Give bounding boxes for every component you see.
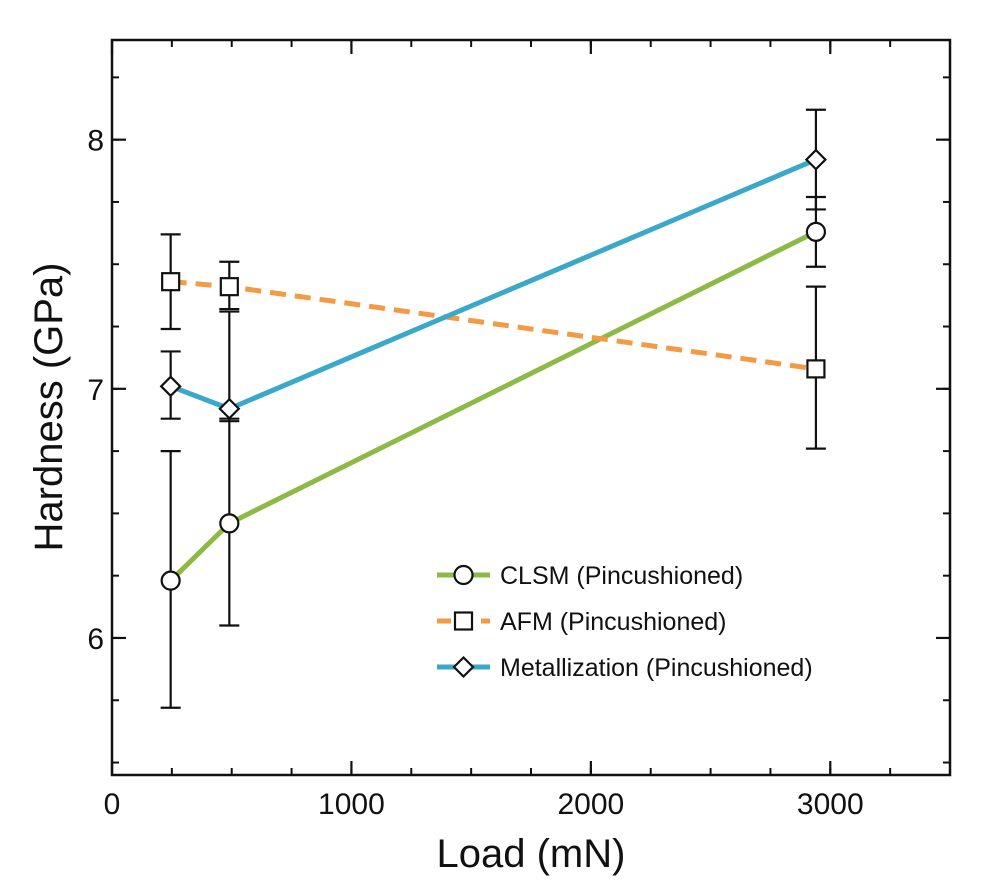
y-tick-label: 8 — [87, 125, 104, 158]
data-point-square — [161, 272, 181, 292]
x-axis-label: Load (mN) — [437, 832, 626, 876]
plot-frame — [110, 38, 952, 777]
legend-marker — [453, 564, 474, 586]
legend-label: AFM (Pincushioned) — [500, 608, 726, 636]
data-point-diamond — [804, 148, 827, 171]
data-point-circle — [219, 513, 240, 534]
x-tick-label: 2000 — [557, 788, 624, 821]
legend-item: AFM (Pincushioned) — [437, 608, 726, 636]
data-point-circle — [160, 570, 181, 591]
data-point-diamond — [159, 375, 182, 398]
legend: CLSM (Pincushioned) AFM (Pincushioned) Met… — [437, 562, 813, 682]
legend-label: CLSM (Pincushioned) — [500, 562, 743, 590]
legend-marker — [453, 611, 474, 631]
data-point-diamond — [218, 397, 241, 420]
data-point-circle — [805, 221, 827, 242]
x-tick-label: 0 — [104, 788, 121, 821]
x-tick-label: 1000 — [318, 788, 385, 821]
series-layer — [159, 108, 827, 709]
legend-item: CLSM (Pincushioned) — [437, 562, 743, 590]
major-ticks — [110, 40, 950, 775]
legend-item: Metallization (Pincushioned) — [437, 654, 813, 682]
legend-marker — [452, 655, 475, 679]
legend-label: Metallization (Pincushioned) — [500, 654, 813, 682]
y-tick-label: 7 — [87, 374, 104, 407]
y-axis-label: Hardness (GPa) — [27, 263, 71, 552]
tick-labels: 0 1000 2000 3000 6 7 8 — [87, 125, 863, 821]
data-point-square — [806, 359, 826, 379]
x-tick-label: 3000 — [797, 788, 864, 821]
y-tick-label: 6 — [87, 623, 104, 656]
data-point-square — [219, 277, 239, 297]
